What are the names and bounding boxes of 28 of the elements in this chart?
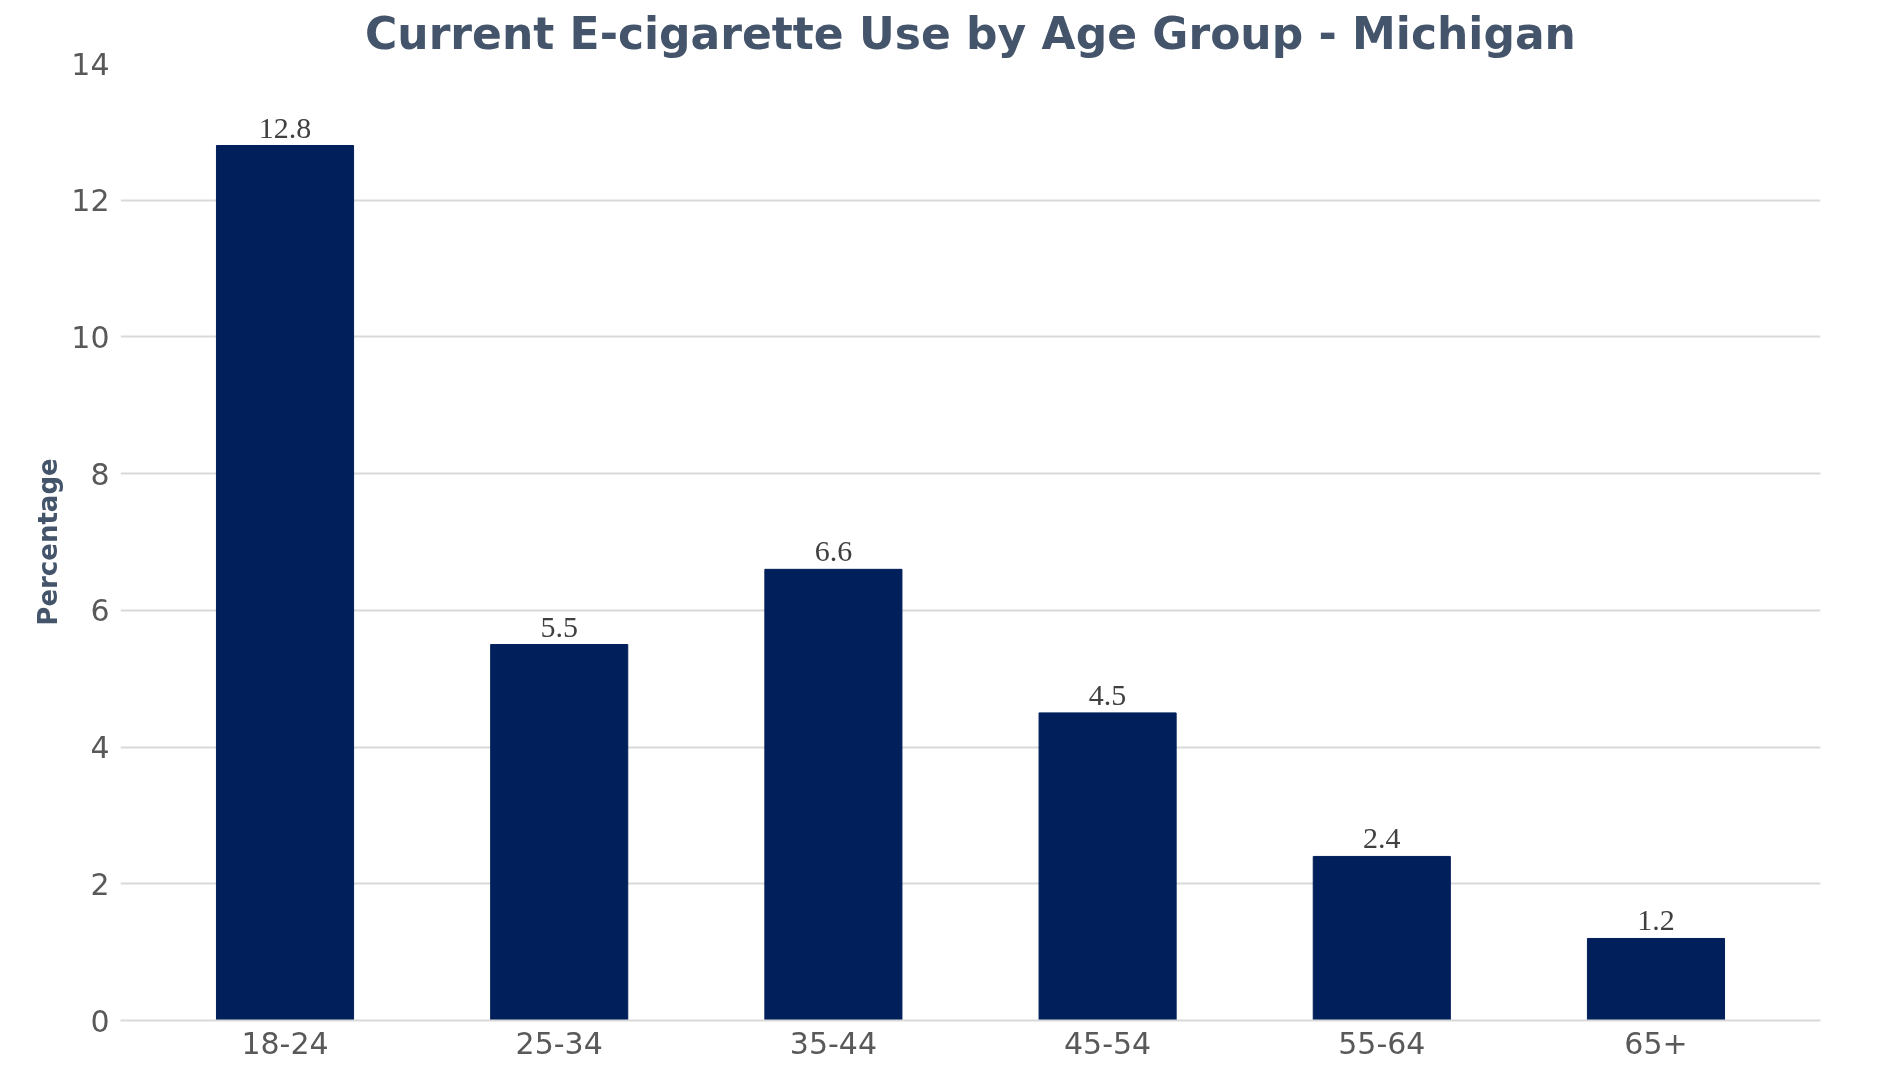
data-label: 2.4 [1363,821,1401,855]
y-tick-label: 4 [90,730,110,766]
bar [1038,712,1177,1021]
y-axis-title: Percentage [33,458,64,626]
bar [490,644,629,1021]
data-label: 5.5 [540,609,578,643]
bar [215,145,355,1021]
data-label: 12.8 [258,110,312,144]
y-tick-label: 0 [90,1003,110,1039]
data-label: 6.6 [814,534,853,568]
x-tick-label: 45-54 [1064,1025,1152,1061]
bar [764,568,903,1021]
y-tick-label: 10 [71,319,110,355]
y-tick-label: 6 [90,593,110,629]
y-tick-label: 12 [71,183,110,219]
data-label: 1.2 [1637,903,1675,937]
x-tick-label: 35-44 [789,1025,877,1061]
y-tick-label: 2 [90,866,110,902]
x-tick-label: 65+ [1624,1025,1688,1061]
y-tick-label: 14 [71,46,110,82]
data-label: 4.5 [1088,677,1127,711]
x-tick-label: 18-24 [241,1025,329,1061]
bar [1312,855,1451,1021]
bar [1586,937,1726,1021]
y-tick-label: 8 [90,456,110,492]
chart-title: Current E-cigarette Use by Age Group - Michigan [365,7,1576,59]
x-tick-label: 55-64 [1338,1025,1426,1061]
x-tick-label: 25-34 [515,1025,603,1061]
